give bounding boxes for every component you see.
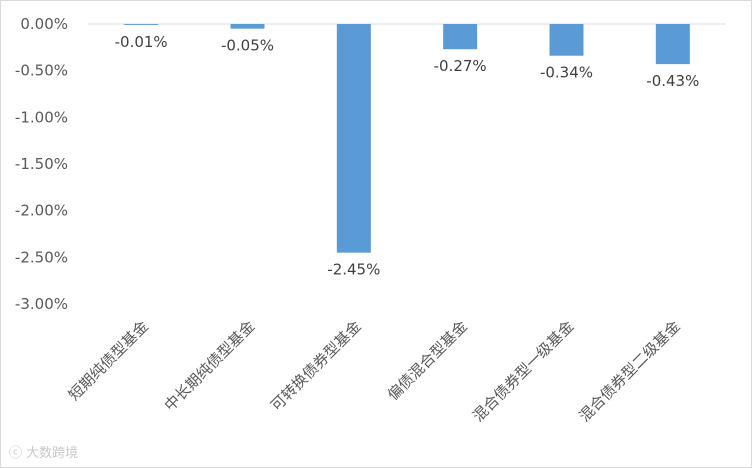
data-label: -2.45% [327,261,380,279]
category-label: 混合债券型一级基金 [469,317,577,425]
watermark-logo-icon: ⓒ [9,446,23,461]
y-tick-label: -2.00% [15,202,68,220]
category-label: 短期纯债型基金 [65,317,152,404]
category-label: 混合债券型二级基金 [575,317,683,425]
bar [443,24,478,50]
category-label: 中长期纯债型基金 [161,317,259,415]
bar [230,24,265,29]
data-label: -0.01% [115,33,168,51]
y-tick-label: -2.50% [15,248,68,266]
y-tick-label: -0.50% [15,62,68,80]
data-label: -0.34% [540,64,593,82]
data-labels: -0.01% -0.05% -2.45% -0.27% -0.34% -0.43% [115,33,700,279]
y-tick-label: 0.00% [20,15,68,33]
y-tick-label: -1.50% [15,155,68,173]
y-tick-label: -3.00% [15,295,68,313]
bar [124,24,159,25]
data-label: -0.05% [221,37,274,55]
category-labels: 短期纯债型基金 中长期纯债型基金 可转换债券型基金 偏债混合型基金混合债券型一级基金混… [65,317,684,425]
watermark-text: 大数跨境 [26,446,79,461]
bar [549,24,584,56]
bar [336,24,371,253]
y-tick-label: -1.00% [15,108,68,126]
y-axis-labels: 0.00% -0.50% -1.00% -1.50% -2.00% -2.50% -3.00… [15,15,68,313]
category-label: 偏债混合型基金 [384,317,471,404]
category-label: 可转换债券型基金 [267,317,365,415]
bar [655,24,690,65]
data-label: -0.43% [646,72,699,90]
watermark: ⓒ 大数跨境 [9,442,78,461]
bars [124,24,690,253]
data-label: -0.27% [434,57,487,75]
